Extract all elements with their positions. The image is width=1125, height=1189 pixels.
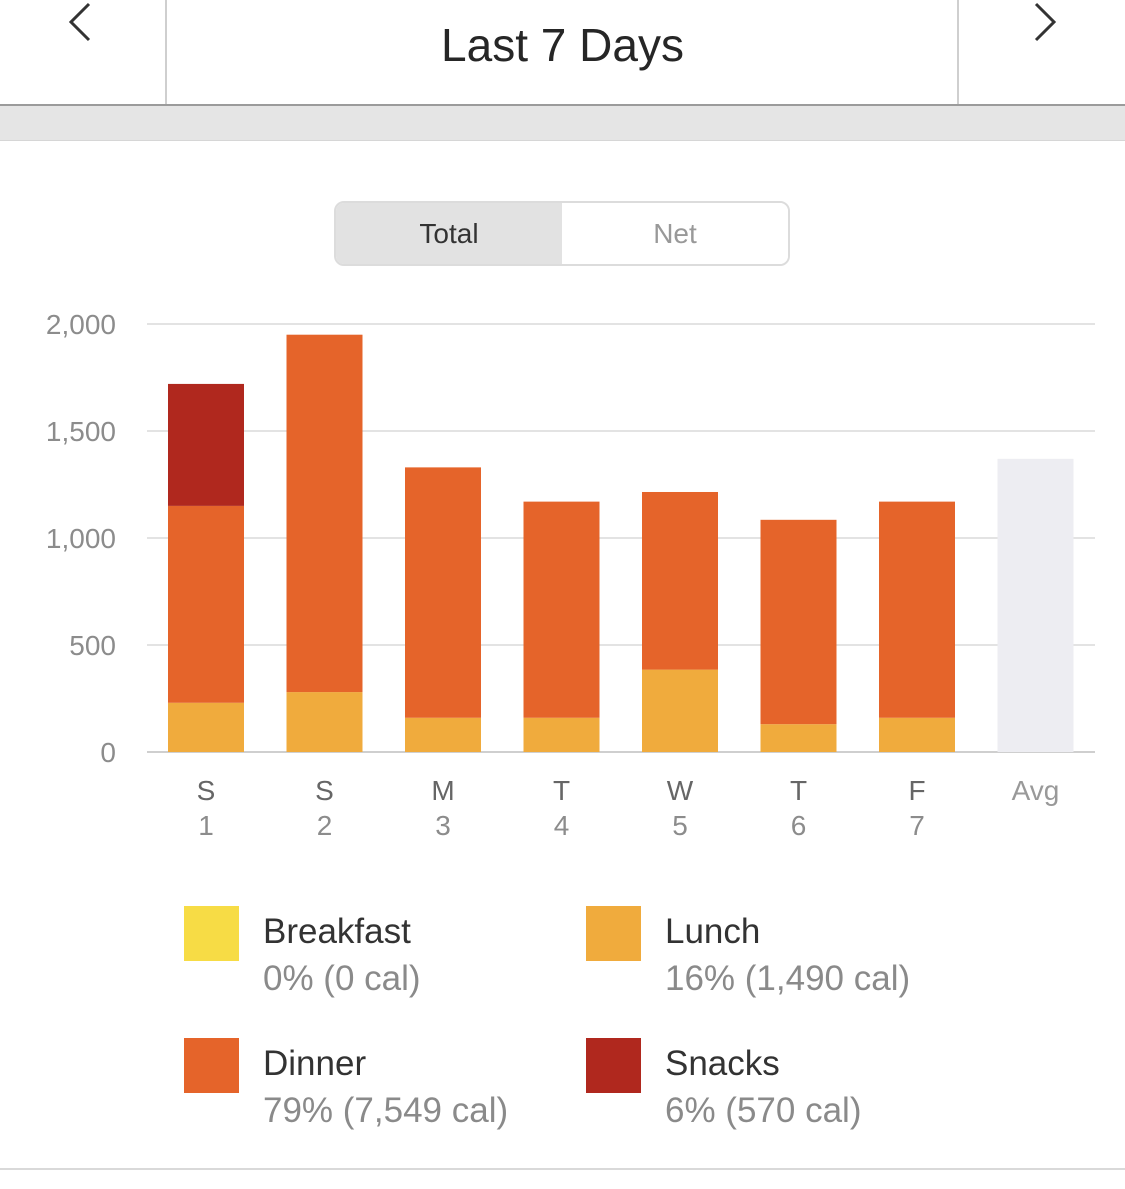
bar-segment-lunch — [523, 717, 600, 752]
x-date-label: 6 — [791, 810, 807, 841]
bar-segment-dinner — [286, 334, 363, 693]
legend-value: 0% (0 cal) — [263, 959, 421, 998]
bar-segment-lunch — [168, 702, 244, 752]
x-day-label: S — [197, 775, 216, 806]
toggle-total[interactable]: Total — [336, 203, 562, 264]
y-tick-label: 2,000 — [46, 309, 116, 340]
chevron-left-icon — [68, 2, 91, 42]
x-avg-label: Avg — [1012, 775, 1060, 806]
bar-segment-dinner — [642, 491, 718, 670]
legend-name: Snacks — [665, 1044, 780, 1083]
x-date-label: 3 — [435, 810, 451, 841]
legend-item-lunch: Lunch 16% (1,490 cal) — [586, 906, 946, 1016]
total-net-toggle: Total Net — [334, 201, 790, 266]
bar-segment-dinner — [760, 519, 837, 725]
x-date-label: 2 — [317, 810, 333, 841]
bar-segment-lunch — [760, 724, 837, 752]
header-divider-left — [165, 0, 167, 104]
legend-name: Lunch — [665, 912, 761, 951]
header-separator-band — [0, 106, 1125, 141]
header-bar: Last 7 Days — [0, 0, 1125, 106]
bottom-divider — [0, 1168, 1125, 1170]
bar-segment-lunch — [286, 692, 363, 752]
legend-item-breakfast: Breakfast 0% (0 cal) — [184, 906, 544, 1016]
bar-segment-lunch — [405, 717, 481, 752]
x-date-label: 5 — [672, 810, 688, 841]
calories-bar-chart: 2,000 1,500 1,000 500 0 S 1 S 2 M 3 T 4 W 5 T 6 F 7 Avg — [46, 309, 1095, 841]
x-day-label: W — [667, 775, 694, 806]
next-period-button[interactable] — [959, 0, 1125, 104]
x-date-label: 1 — [198, 810, 214, 841]
legend-value: 6% (570 cal) — [665, 1091, 862, 1130]
legend-value: 16% (1,490 cal) — [665, 959, 911, 998]
bar-segment-dinner — [523, 501, 600, 718]
x-date-label: 4 — [554, 810, 570, 841]
legend-name: Dinner — [263, 1044, 367, 1083]
bar-segment-dinner — [879, 501, 955, 718]
x-day-label: T — [790, 775, 807, 806]
bar-segment-snacks — [168, 383, 244, 506]
y-tick-label: 0 — [100, 737, 116, 768]
bar-segment-dinner — [168, 505, 244, 703]
bar-segment-lunch — [642, 669, 718, 752]
legend-item-dinner: Dinner 79% (7,549 cal) — [184, 1038, 544, 1148]
x-date-label: 7 — [909, 810, 925, 841]
bar-segment-dinner — [405, 467, 481, 718]
legend-swatch — [184, 906, 239, 961]
x-day-label: T — [553, 775, 570, 806]
y-tick-label: 500 — [69, 630, 116, 661]
avg-bar — [997, 458, 1074, 752]
legend-swatch — [586, 906, 641, 961]
y-tick-label: 1,000 — [46, 523, 116, 554]
y-tick-label: 1,500 — [46, 416, 116, 447]
x-day-label: M — [431, 775, 454, 806]
x-day-label: F — [908, 775, 925, 806]
legend-swatch — [184, 1038, 239, 1093]
x-day-label: S — [315, 775, 334, 806]
page-title: Last 7 Days — [441, 19, 684, 71]
legend-swatch — [586, 1038, 641, 1093]
chevron-right-icon — [1034, 2, 1057, 42]
toggle-net[interactable]: Net — [562, 203, 788, 264]
header-divider-right — [957, 0, 959, 104]
legend-value: 79% (7,549 cal) — [263, 1091, 509, 1130]
previous-period-button[interactable] — [0, 0, 166, 104]
legend-item-snacks: Snacks 6% (570 cal) — [586, 1038, 946, 1148]
legend-name: Breakfast — [263, 912, 411, 951]
bar-segment-lunch — [879, 717, 955, 752]
